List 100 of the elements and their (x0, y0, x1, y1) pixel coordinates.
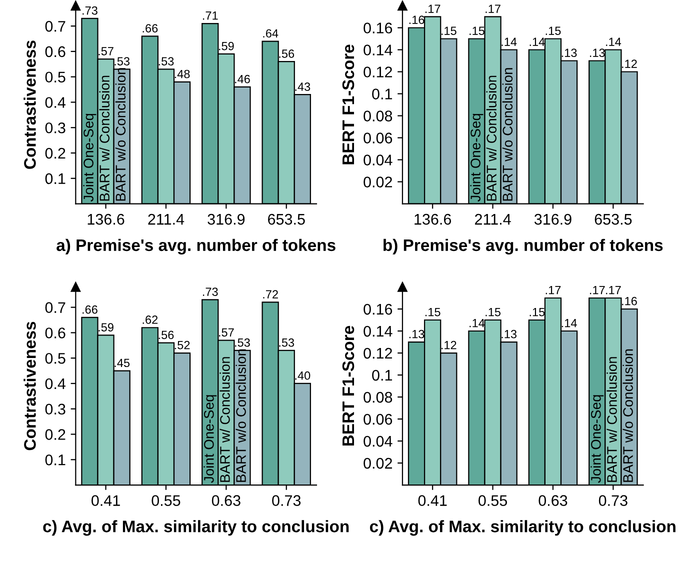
x-tick-label: 0.73 (598, 495, 628, 506)
y-tick-label: 0.08 (364, 110, 392, 122)
annotation: Joint One-Seq (204, 395, 217, 483)
data-label: .59 (98, 323, 114, 332)
annotation: BART w/o Conclusion (622, 349, 633, 482)
data-label: .13 (502, 330, 517, 338)
x-axis-title: c) Avg. of Max. similarity to conclusion (370, 520, 676, 536)
x-tick-label: 0.73 (272, 495, 301, 506)
data-label: .57 (219, 328, 234, 337)
x-tick-label: 316.9 (208, 214, 245, 225)
data-label: .57 (98, 47, 114, 56)
y-tick-label: 0.1 (45, 454, 66, 466)
annotation: BART w/ Conclusion (486, 76, 497, 201)
y-tick-label: 0.16 (364, 304, 392, 315)
x-tick-label: 136.6 (414, 214, 452, 225)
y-tick-label: 0.6 (45, 46, 66, 58)
data-label: .12 (622, 60, 637, 68)
y-tick-label: 0.7 (45, 302, 66, 313)
data-label: .56 (158, 330, 174, 340)
y-tick-label: 0.2 (45, 429, 66, 440)
x-tick-label: 0.55 (478, 495, 508, 506)
y-tick-label: 0.1 (372, 88, 392, 100)
data-label: .14 (562, 319, 577, 328)
x-tick-label: 653.5 (594, 214, 632, 225)
data-label: .15 (546, 26, 561, 36)
y-tick-label: 0.2 (45, 148, 66, 159)
data-label: .73 (203, 288, 218, 296)
y-tick-label: 0.4 (45, 97, 66, 108)
data-label: .59 (219, 42, 234, 50)
y-tick-label: 0.06 (364, 132, 392, 144)
data-label: .53 (114, 57, 130, 66)
data-label: .53 (279, 338, 294, 347)
annotation: BART w/o Conclusion (236, 349, 246, 482)
data-label: .14 (606, 38, 622, 46)
annotation: BART w/ Conclusion (99, 76, 110, 201)
y-axis-title: BERT F1-Score (342, 44, 354, 164)
data-label: .43 (295, 82, 310, 91)
y-tick-label: 0.16 (364, 22, 392, 34)
y-tick-label: 0.1 (372, 370, 392, 381)
data-label: .17 (606, 286, 621, 294)
data-label: .17 (425, 4, 440, 13)
x-axis-title: b) Premise's avg. number of tokens (384, 238, 663, 254)
data-label: .16 (409, 16, 424, 24)
x-tick-label: 0.63 (538, 495, 568, 506)
y-tick-label: 0.08 (364, 392, 392, 403)
y-tick-label: 0.7 (45, 20, 66, 32)
data-label: .64 (263, 29, 278, 38)
annotation: BART w/ Conclusion (220, 357, 230, 482)
y-tick-label: 0.1 (45, 173, 66, 184)
x-tick-label: 316.9 (534, 214, 572, 225)
data-label: .14 (530, 38, 545, 46)
annotation: BART w/o Conclusion (502, 68, 513, 201)
y-tick-label: 0.6 (45, 328, 66, 338)
y-tick-label: 0.5 (45, 72, 66, 83)
data-label: .13 (562, 48, 577, 58)
y-axis-title: BERT F1-Score (342, 326, 354, 446)
y-tick-label: 0.5 (45, 352, 66, 364)
y-axis-title: Contrastiveness (24, 322, 36, 450)
x-tick-label: 0.41 (418, 495, 447, 506)
data-label: .15 (442, 26, 456, 36)
data-label: .15 (425, 308, 440, 316)
x-tick-label: 0.55 (152, 495, 180, 506)
y-tick-label: 0.14 (364, 326, 392, 337)
data-label: .17 (546, 286, 561, 294)
data-label: .16 (622, 296, 637, 306)
y-tick-label: 0.06 (364, 414, 392, 425)
x-tick-label: 0.63 (212, 495, 240, 506)
x-tick-label: 136.6 (88, 214, 124, 225)
data-label: .14 (502, 38, 517, 46)
x-axis-title: c) Avg. of Max. similarity to conclusion (43, 520, 349, 536)
data-label: .45 (114, 358, 130, 368)
data-label: .12 (442, 340, 456, 350)
y-tick-label: 0.04 (364, 154, 392, 166)
data-label: .56 (279, 50, 294, 58)
x-tick-label: 211.4 (148, 214, 184, 225)
data-label: .66 (82, 305, 98, 314)
y-tick-label: 0.12 (364, 348, 392, 359)
y-tick-label: 0.3 (45, 404, 66, 415)
data-label: .52 (174, 340, 190, 350)
data-label: .15 (530, 308, 545, 316)
data-label: .66 (142, 24, 158, 32)
y-axis-title: Contrastiveness (24, 40, 36, 169)
y-tick-label: 0.14 (364, 44, 392, 56)
x-tick-label: 211.4 (475, 214, 511, 225)
data-label: .53 (235, 338, 250, 347)
data-label: .13 (409, 330, 424, 338)
annotation: Joint One-Seq (590, 395, 604, 483)
data-label: .62 (142, 316, 158, 324)
data-label: .71 (203, 12, 218, 20)
data-label: .46 (235, 74, 250, 84)
y-tick-label: 0.12 (364, 66, 392, 78)
data-label: .48 (174, 70, 190, 78)
y-tick-label: 0.04 (364, 436, 392, 447)
x-tick-label: 0.41 (92, 495, 120, 506)
annotation: Joint One-Seq (470, 114, 484, 202)
x-tick-label: 653.5 (268, 214, 305, 225)
data-label: .40 (295, 371, 310, 380)
y-tick-label: 0.02 (364, 458, 392, 469)
y-tick-label: 0.3 (45, 122, 66, 134)
annotation: BART w/ Conclusion (606, 357, 617, 482)
